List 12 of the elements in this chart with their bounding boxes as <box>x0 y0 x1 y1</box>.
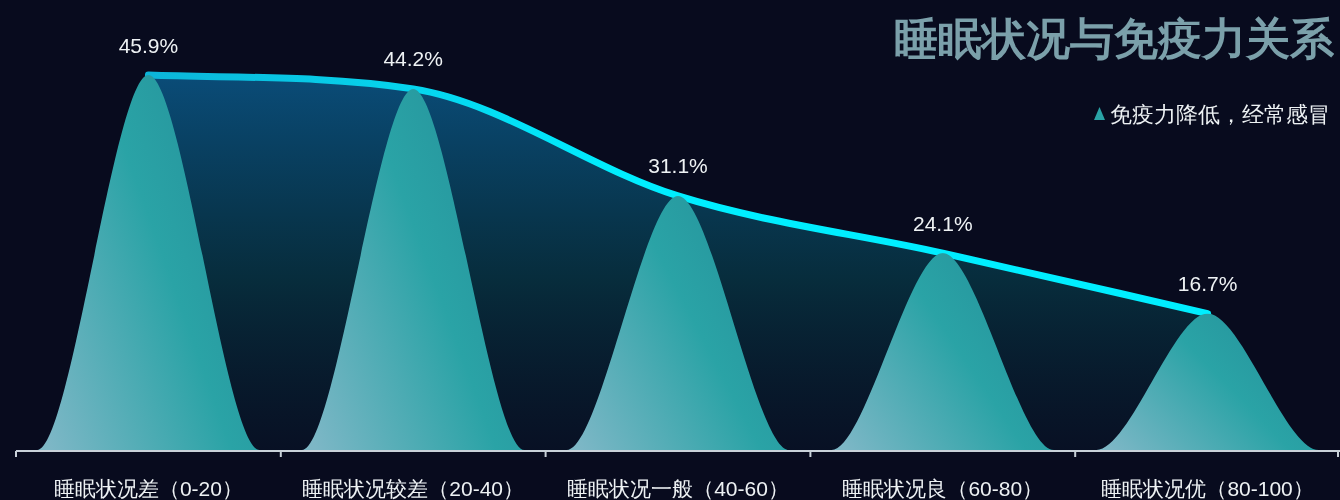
data-label: 45.9% <box>118 33 179 57</box>
data-label: 16.7% <box>1177 272 1238 296</box>
data-label: 24.1% <box>913 211 973 235</box>
x-tick-label: 睡眠状况差（0-20） <box>53 476 243 500</box>
chart-title: 睡眠状况与免疫力关系 <box>894 13 1335 63</box>
x-tick-label: 睡眠状况优（80-100） <box>1101 476 1314 500</box>
legend-label: 免疫力降低，经常感冒 <box>1110 101 1330 127</box>
data-label: 44.2% <box>383 47 443 71</box>
x-tick-label: 睡眠状况一般（40-60） <box>567 476 789 500</box>
data-label: 31.1% <box>648 154 708 178</box>
x-tick-label: 睡眠状况良（60-80） <box>842 476 1044 500</box>
x-tick-label: 睡眠状况较差（20-40） <box>302 476 525 500</box>
